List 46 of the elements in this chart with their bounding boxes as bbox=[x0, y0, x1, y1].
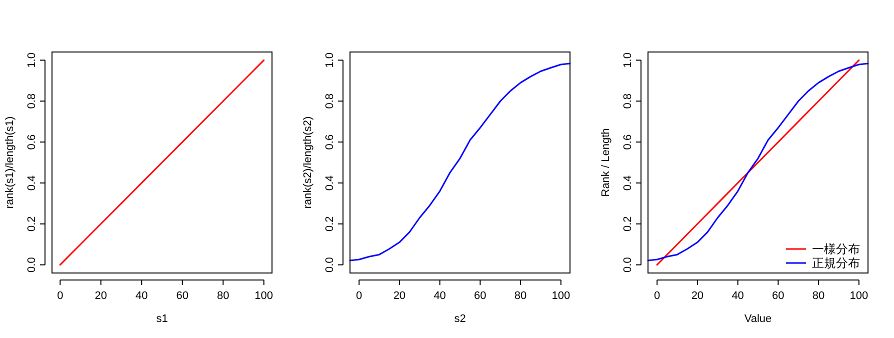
y-tick-label: 1.0 bbox=[622, 52, 634, 68]
y-tick-label: 0.6 bbox=[26, 134, 38, 150]
y-axis-title: rank(s1)/length(s1) bbox=[4, 116, 16, 209]
y-tick-label: 0.2 bbox=[324, 216, 336, 232]
x-tick-label: 60 bbox=[772, 290, 784, 302]
x-tick-label: 100 bbox=[552, 290, 570, 302]
x-tick-label: 20 bbox=[94, 290, 108, 302]
legend-label: 一様分布 bbox=[812, 242, 860, 256]
x-tick-label: 40 bbox=[136, 290, 148, 302]
x-tick-label: 0 bbox=[654, 290, 660, 302]
y-tick-label: 0.8 bbox=[622, 93, 634, 109]
x-tick-label: 80 bbox=[514, 290, 527, 302]
x-tick-label: 60 bbox=[176, 290, 188, 302]
y-tick-label: 1.0 bbox=[324, 52, 336, 68]
y-tick-label: 0.4 bbox=[26, 175, 38, 191]
y-tick-label: 0.0 bbox=[622, 257, 634, 272]
y-tick-label: 0.4 bbox=[622, 175, 634, 191]
x-tick-label: 0 bbox=[356, 290, 362, 302]
y-tick-label: 0.2 bbox=[26, 216, 38, 232]
y-tick-label: 1.0 bbox=[26, 52, 38, 68]
x-tick-label: 80 bbox=[216, 290, 230, 302]
x-tick-label: 0 bbox=[57, 290, 64, 302]
y-tick-label: 0.6 bbox=[622, 134, 634, 150]
x-axis-title: Value bbox=[744, 313, 772, 325]
x-tick-label: 100 bbox=[254, 290, 274, 302]
y-tick-label: 0.0 bbox=[26, 257, 38, 272]
line-series bbox=[349, 62, 571, 262]
y-tick-label: 0.8 bbox=[324, 93, 336, 109]
y-tick-label: 0.2 bbox=[622, 216, 634, 232]
y-axis-title: Rank / Length bbox=[600, 128, 612, 197]
x-tick-label: 20 bbox=[691, 290, 704, 302]
line-series bbox=[59, 59, 265, 266]
y-axis-title: rank(s2)/length(s2) bbox=[302, 116, 314, 209]
legend-label: 正規分布 bbox=[812, 256, 860, 270]
x-tick-label: 20 bbox=[393, 290, 406, 302]
x-tick-label: 40 bbox=[434, 290, 446, 302]
x-tick-label: 100 bbox=[850, 290, 868, 302]
x-tick-label: 60 bbox=[474, 290, 486, 302]
y-tick-label: 0.0 bbox=[324, 257, 336, 272]
x-tick-label: 80 bbox=[812, 290, 825, 302]
x-axis-title: s2 bbox=[454, 313, 466, 325]
y-tick-label: 0.4 bbox=[324, 175, 336, 191]
y-tick-label: 0.6 bbox=[324, 134, 336, 150]
y-tick-label: 0.8 bbox=[26, 93, 38, 109]
x-tick-label: 40 bbox=[732, 290, 744, 302]
x-axis-title: s1 bbox=[156, 313, 168, 325]
